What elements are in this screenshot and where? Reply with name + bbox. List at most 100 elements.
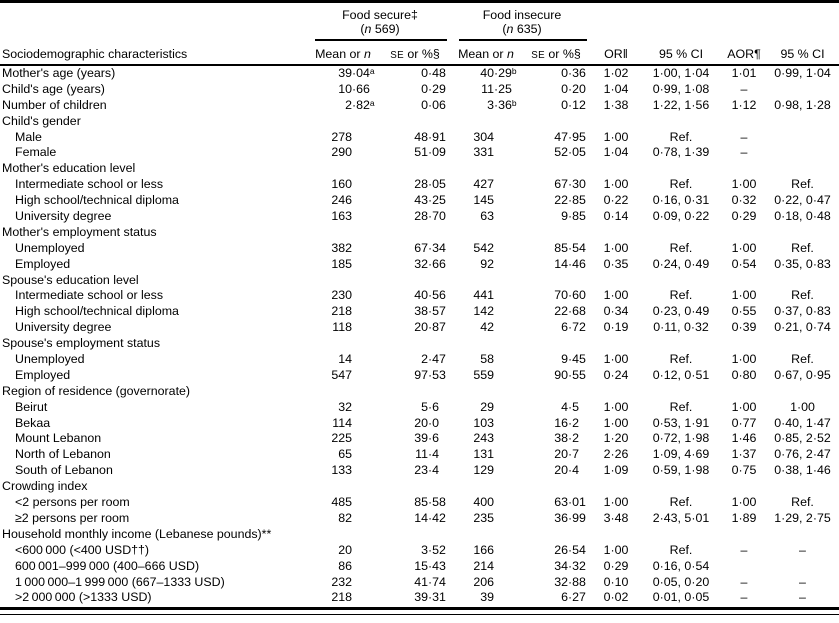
cell bbox=[378, 384, 452, 400]
cell: – bbox=[740, 574, 748, 589]
cell bbox=[308, 527, 378, 543]
table-row: High school/technical diploma 218 38·57 14… bbox=[0, 304, 839, 320]
cell bbox=[766, 145, 839, 161]
cell: 542 bbox=[473, 240, 494, 255]
table-row: Crowding index bbox=[0, 479, 839, 495]
cell: 34·32 bbox=[554, 558, 586, 573]
cell: 42 bbox=[480, 320, 494, 335]
table-row: South of Lebanon 133 23·4 129 20·4 1·09 0·59,… bbox=[0, 463, 839, 479]
cell: Ref. bbox=[669, 288, 693, 303]
row-label: Female bbox=[15, 145, 57, 160]
cell bbox=[640, 336, 722, 352]
cell: 441 bbox=[473, 288, 494, 303]
cell: Ref. bbox=[791, 495, 814, 510]
row-label: High school/technical diploma bbox=[15, 193, 179, 208]
cell bbox=[308, 384, 378, 400]
cell: 29 bbox=[480, 399, 494, 414]
cell: 400 bbox=[473, 495, 494, 510]
cell: 86 bbox=[338, 558, 352, 573]
bottom-rule-thick bbox=[0, 607, 839, 611]
table-row: ≥2 persons per room 82 14·42 235 36·99 3·48 2… bbox=[0, 511, 839, 527]
cell: 1·29, 2·75 bbox=[774, 510, 831, 525]
cell: 0·37, 0·83 bbox=[774, 304, 831, 319]
cell: 103 bbox=[473, 415, 494, 430]
cell bbox=[520, 336, 592, 352]
cell: 1·37 bbox=[731, 447, 757, 462]
cell: 1·00 bbox=[603, 129, 629, 144]
cell: Ref. bbox=[669, 352, 693, 367]
cell: 232 bbox=[331, 574, 352, 589]
cell: Ref. bbox=[669, 495, 693, 510]
cell: 82 bbox=[338, 510, 352, 525]
cell: 1·00 bbox=[603, 177, 629, 192]
row-label: Number of children bbox=[2, 97, 107, 112]
cell bbox=[378, 114, 452, 130]
n-italic: n bbox=[507, 47, 514, 61]
cell: – bbox=[740, 542, 748, 557]
table-row: <600 000 (<400 USD††) 20 3·52 166 26·54 1·00… bbox=[0, 543, 839, 559]
cell: – bbox=[740, 145, 748, 160]
cell: 278 bbox=[331, 129, 352, 144]
cell: 48·91 bbox=[414, 129, 446, 144]
group-n: (n 569) bbox=[360, 22, 400, 36]
cell: 0·29 bbox=[603, 558, 629, 573]
cell: 235 bbox=[473, 510, 494, 525]
cell: 0·01, 0·05 bbox=[652, 590, 710, 605]
cell: 1·00, 1·04 bbox=[652, 66, 710, 80]
cell: Ref. bbox=[791, 240, 814, 255]
cell bbox=[378, 527, 452, 543]
table-row: Intermediate school or less 160 28·05 427 6… bbox=[0, 177, 839, 193]
cell bbox=[766, 82, 839, 98]
row-label: High school/technical diploma bbox=[15, 304, 179, 319]
cell: 145 bbox=[473, 193, 494, 208]
cell bbox=[722, 527, 766, 543]
cell: 0·85, 2·52 bbox=[774, 431, 831, 446]
cell: 0·99, 1·08 bbox=[652, 81, 710, 96]
col-header-se-fi: SE or %§ bbox=[531, 47, 581, 61]
row-label: Mother's age (years) bbox=[2, 66, 116, 80]
cell: 0·16, 0·31 bbox=[652, 193, 710, 208]
cell: 218 bbox=[331, 590, 352, 605]
cell: 1·12 bbox=[731, 97, 757, 112]
cell: 3·52 bbox=[421, 542, 446, 557]
cell: 0·67, 0·95 bbox=[774, 367, 831, 382]
cell: 1·89 bbox=[731, 510, 757, 525]
row-label: Unemployed bbox=[15, 240, 85, 255]
cell: 2·43, 5·01 bbox=[652, 510, 710, 525]
col-header-mean-fi: Mean or n bbox=[458, 47, 514, 61]
cell: 0·22, 0·47 bbox=[774, 193, 831, 208]
cell: 0·59, 1·98 bbox=[652, 463, 710, 478]
cell: 1·00 bbox=[731, 399, 757, 414]
cell bbox=[592, 114, 640, 130]
cell bbox=[308, 336, 378, 352]
table-row: Child's gender bbox=[0, 114, 839, 130]
cell bbox=[520, 225, 592, 241]
group-underline bbox=[459, 39, 587, 41]
cell: 0·34 bbox=[603, 304, 629, 319]
cell bbox=[722, 114, 766, 130]
cell: 290 bbox=[331, 145, 352, 160]
cell: 2·47 bbox=[421, 352, 446, 367]
cell bbox=[378, 225, 452, 241]
cell: 4·5 bbox=[561, 399, 580, 414]
cell: 16·2 bbox=[554, 415, 580, 430]
cell: 0·23, 0·49 bbox=[652, 304, 710, 319]
col-header-mean-fs: Mean or n bbox=[315, 47, 371, 61]
cell: 0·02 bbox=[603, 590, 629, 605]
cell: 9·45 bbox=[561, 352, 586, 367]
cell: 14·46 bbox=[554, 256, 586, 271]
cell: 39·31 bbox=[414, 590, 446, 605]
cell: 0·54 bbox=[731, 256, 757, 271]
cell: 0·24, 0·49 bbox=[652, 256, 710, 271]
cell: 218 bbox=[331, 304, 352, 319]
table-row: Mother's age (years) 39·04ᵃ 0·48 40·29ᵇ 0·3… bbox=[0, 66, 839, 82]
group-underline bbox=[315, 39, 447, 41]
cell: 0·19 bbox=[603, 320, 629, 335]
cell: 382 bbox=[331, 240, 352, 255]
col-header-or: OR‖ bbox=[604, 47, 628, 61]
cell: 20·4 bbox=[554, 463, 580, 478]
row-label: Beirut bbox=[15, 399, 48, 414]
table-row: Intermediate school or less 230 40·56 441 7… bbox=[0, 288, 839, 304]
cell: 67·30 bbox=[554, 177, 586, 192]
cell: Ref. bbox=[669, 240, 693, 255]
